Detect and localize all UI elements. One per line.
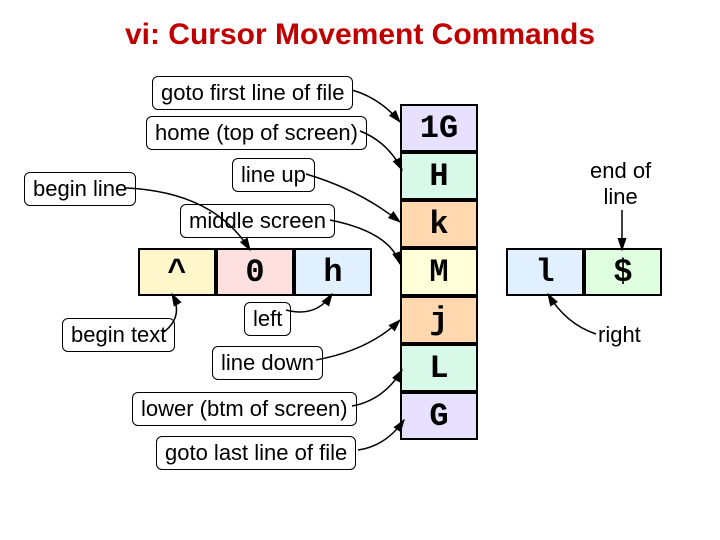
lbl-line-up: line up: [232, 158, 315, 192]
key-l: l: [506, 248, 584, 296]
arr-goto-last: [358, 420, 404, 450]
lbl-goto-last: goto last line of file: [156, 436, 356, 470]
lbl-goto-first: goto first line of file: [152, 76, 353, 110]
arr-left: [286, 294, 332, 312]
lbl-middle: middle screen: [180, 204, 335, 238]
lbl-begin-text: begin text: [62, 318, 175, 352]
lbl-lower: lower (btm of screen): [132, 392, 357, 426]
key-0: 0: [216, 248, 294, 296]
key-M: M: [400, 248, 478, 296]
lbl-left: left: [244, 302, 291, 336]
lbl-begin-line: begin line: [24, 172, 136, 206]
key-k: k: [400, 200, 478, 248]
arr-lower: [352, 370, 402, 406]
lbl-right: right: [598, 322, 641, 348]
key-caret: ^: [138, 248, 216, 296]
key-H: H: [400, 152, 478, 200]
lbl-line-down: line down: [212, 346, 323, 380]
key-G: G: [400, 392, 478, 440]
key-j: j: [400, 296, 478, 344]
key-h: h: [294, 248, 372, 296]
arr-right: [548, 294, 596, 334]
key-dollar: $: [584, 248, 662, 296]
lbl-end-of-line: end of line: [590, 158, 651, 210]
lbl-home: home (top of screen): [146, 116, 367, 150]
page-title: vi: Cursor Movement Commands: [0, 18, 720, 52]
key-1G: 1G: [400, 104, 478, 152]
key-L: L: [400, 344, 478, 392]
arr-line-down: [316, 320, 400, 360]
